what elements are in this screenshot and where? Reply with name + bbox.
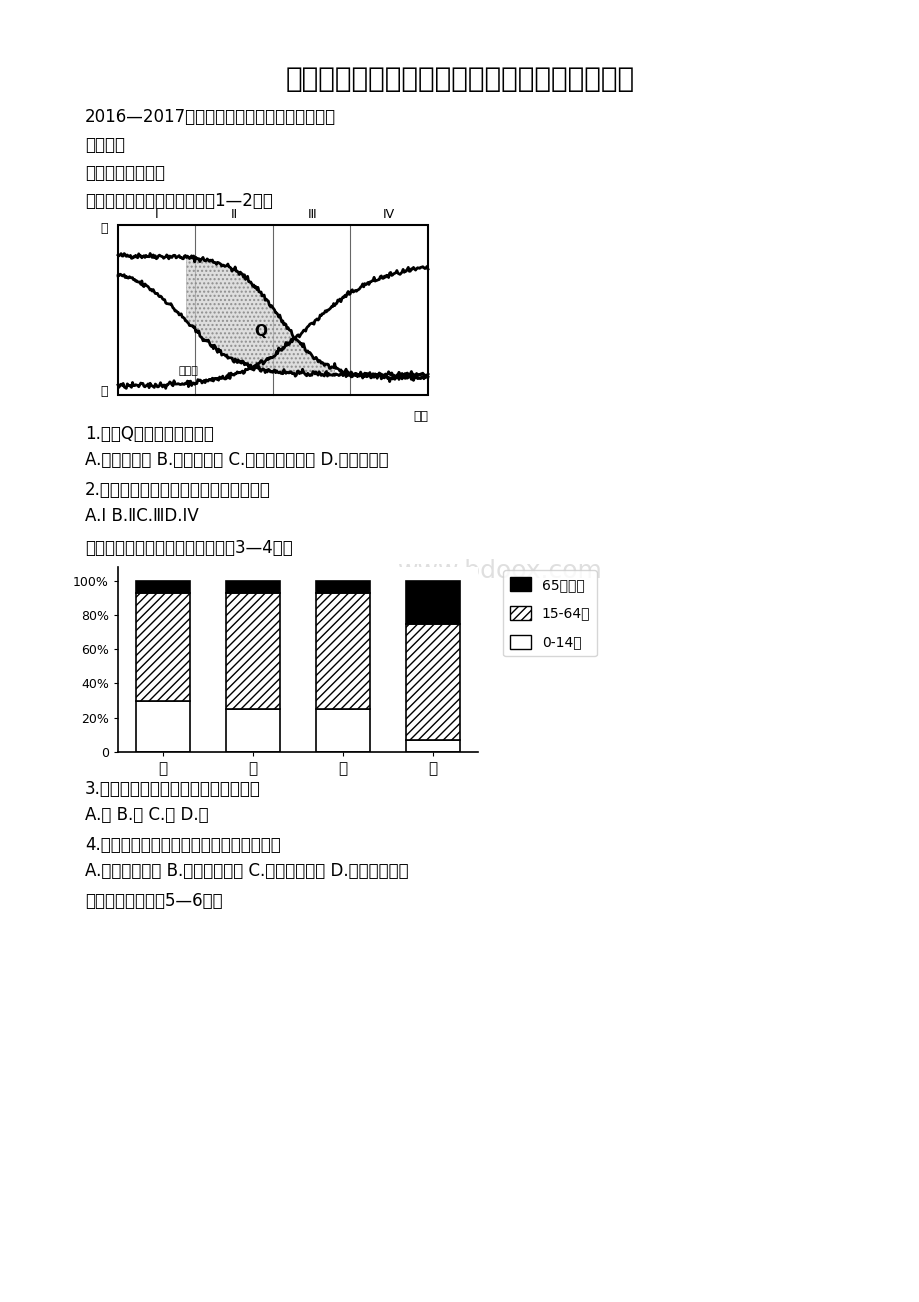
Bar <box>405 740 460 753</box>
Bar <box>405 581 460 624</box>
Text: 读人口增长模式示意图，完成1—2题。: 读人口增长模式示意图，完成1—2题。 <box>85 191 273 210</box>
Text: A.甲 B.乙 C.丙 D.丁: A.甲 B.乙 C.丙 D.丁 <box>85 806 209 824</box>
Text: 3.四国中，升学和受教育压力最大的是: 3.四国中，升学和受教育压力最大的是 <box>85 780 261 798</box>
Text: I: I <box>154 208 158 221</box>
Text: 读四国人口年龄结构示意图，完成3—4题。: 读四国人口年龄结构示意图，完成3—4题。 <box>85 539 292 557</box>
Text: 4.针对丁国主要人口问题，可采取的措施是: 4.针对丁国主要人口问题，可采取的措施是 <box>85 836 280 854</box>
Text: IV: IV <box>383 208 395 221</box>
Text: A.限制移民涌入 B.鼓励外出务工 C.完善养老体系 D.提倡少生优生: A.限制移民涌入 B.鼓励外出务工 C.完善养老体系 D.提倡少生优生 <box>85 862 408 880</box>
Bar <box>136 581 190 592</box>
Bar <box>136 592 190 700</box>
Text: 2.图中与我国当前人口增长阶段相符的是: 2.图中与我国当前人口增长阶段相符的是 <box>85 480 270 499</box>
Text: 低: 低 <box>100 385 108 398</box>
Text: Q: Q <box>255 323 267 339</box>
Bar <box>226 592 279 710</box>
Text: 江苏省盐城市学年高一下学期期末考试地理试题: 江苏省盐城市学年高一下学期期末考试地理试题 <box>285 65 634 92</box>
Text: 2016—2017学年度第二学期高一年级期终考试: 2016—2017学年度第二学期高一年级期终考试 <box>85 108 335 126</box>
Text: 一、单项选择题。: 一、单项选择题。 <box>85 164 165 182</box>
Text: A.I B.ⅡC.ⅢD.IV: A.I B.ⅡC.ⅢD.IV <box>85 506 199 525</box>
Bar <box>226 581 279 592</box>
Text: 地理试题: 地理试题 <box>85 135 125 154</box>
Text: www.bdoox.com: www.bdoox.com <box>397 559 602 583</box>
Text: 时间: 时间 <box>413 410 427 423</box>
Text: 高: 高 <box>100 223 108 234</box>
Text: 1.图中Q所示的阴影区表示: 1.图中Q所示的阴影区表示 <box>85 424 213 443</box>
Text: 总人口: 总人口 <box>178 366 199 376</box>
Bar <box>226 710 279 753</box>
Bar <box>315 592 369 710</box>
Bar <box>315 710 369 753</box>
Text: A.人口出生率 B.人口死亡率 C.人口自然增长率 D.迁移人口数: A.人口出生率 B.人口死亡率 C.人口自然增长率 D.迁移人口数 <box>85 450 388 469</box>
Legend: 65岁以上, 15-64岁, 0-14岁: 65岁以上, 15-64岁, 0-14岁 <box>503 570 596 656</box>
Text: 读右图漫画，完成5—6题。: 读右图漫画，完成5—6题。 <box>85 892 222 910</box>
Bar <box>405 624 460 740</box>
Bar <box>136 700 190 753</box>
Bar <box>315 581 369 592</box>
Text: Ⅲ: Ⅲ <box>307 208 316 221</box>
Polygon shape <box>187 258 335 374</box>
Bar <box>118 225 427 395</box>
Text: Ⅱ: Ⅱ <box>231 208 237 221</box>
